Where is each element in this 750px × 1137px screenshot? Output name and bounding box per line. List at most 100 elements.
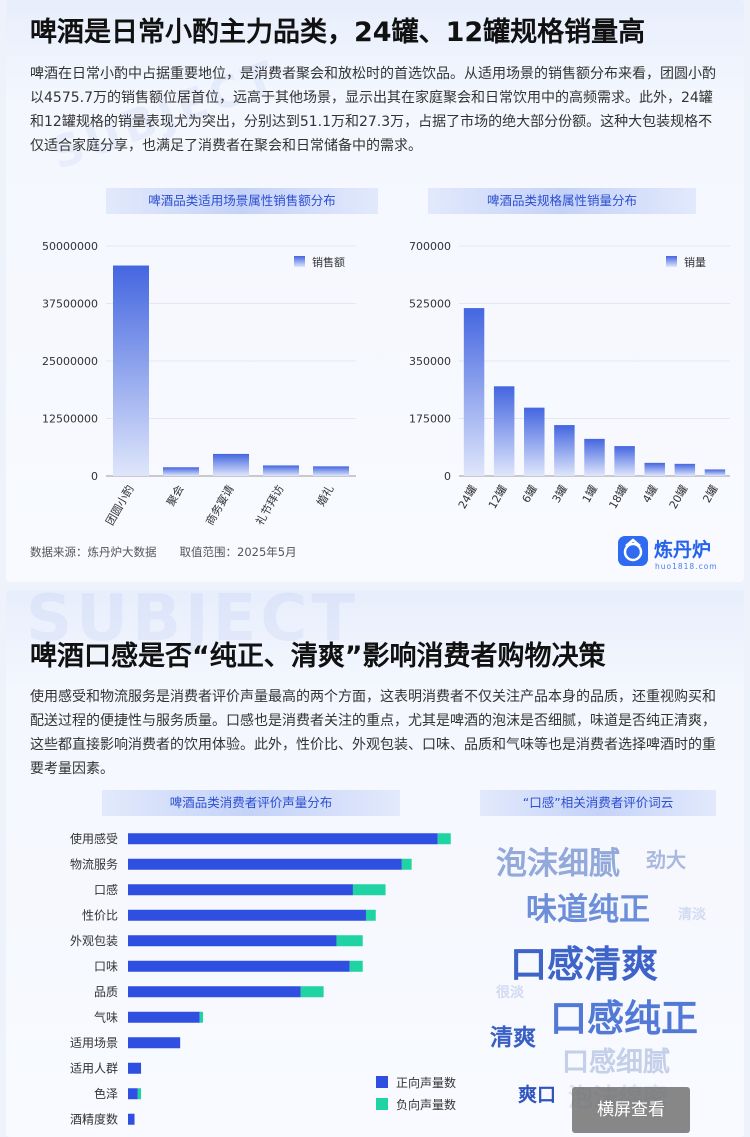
x-tick-label: 团圆小酌 (103, 483, 136, 528)
y-tick-label: 酒精度数 (70, 1111, 118, 1126)
x-tick-label: 3罐 (550, 483, 570, 505)
bar (263, 465, 299, 476)
legend-swatch (376, 1098, 388, 1110)
scene-sales-bar-chart: 0 12500000 25000000 37500000 50000000 团圆小酌 聚会商… (42, 240, 356, 528)
bar (493, 386, 515, 476)
wordcloud-term: 爽口 (518, 1084, 557, 1106)
bar (349, 960, 363, 972)
y-tick-label: 175000 (409, 413, 451, 426)
legend-label: 负向声量数 (396, 1097, 456, 1112)
bar (113, 265, 149, 476)
bar (163, 467, 199, 476)
chart-title-wordcloud: “口感”相关消费者评价词云 (480, 790, 716, 816)
bar (128, 986, 301, 998)
bar (213, 453, 249, 476)
y-tick-label: 0 (444, 470, 451, 483)
wordcloud-term: 泡沫细腻 (496, 846, 620, 882)
section-card-sales: SUBJECT 啤酒是日常小酌主力品类，24罐、12罐规格销量高 啤酒在日常小酌… (6, 0, 744, 582)
wordcloud-term: 口感细腻 (562, 1047, 670, 1078)
section-card-reviews: SUBJECT 啤酒口感是否“纯正、清爽”影响消费者购物决策 使用感受和物流服务… (6, 590, 744, 1137)
y-tick-label: 气味 (94, 1009, 118, 1024)
wordcloud-term: 味道纯正 (526, 892, 650, 928)
x-tick-label: 6罐 (520, 483, 540, 505)
y-tick-label: 色泽 (94, 1087, 118, 1101)
section-title: 啤酒是日常小酌主力品类，24罐、12罐规格销量高 (30, 17, 646, 48)
bar (128, 1113, 135, 1125)
bar (524, 407, 545, 476)
y-tick-label: 700000 (409, 240, 451, 253)
x-tick-label: 2罐 (700, 483, 720, 505)
y-tick-label: 适用人群 (70, 1061, 118, 1075)
bar (199, 1011, 203, 1023)
y-tick-label: 使用感受 (70, 831, 118, 846)
y-tick-label: 性价比 (82, 908, 118, 922)
bar (128, 884, 353, 896)
x-tick-label: 1罐 (580, 483, 600, 505)
y-tick-label: 口味 (94, 959, 118, 973)
bar (554, 425, 575, 476)
watermark: SUBJECT (26, 590, 359, 656)
bar (365, 909, 376, 921)
wordcloud-term: 口感纯正 (550, 997, 698, 1040)
y-tick-label: 525000 (409, 298, 451, 311)
legend-label: 正向声量数 (396, 1075, 456, 1090)
legend-swatch (376, 1076, 388, 1088)
y-tick-label: 350000 (409, 355, 451, 368)
section-paragraph: 使用感受和物流服务是消费者评价声量最高的两个方面，这表明消费者不仅关注产品本身的… (30, 689, 716, 777)
y-tick-label: 适用场景 (70, 1036, 118, 1050)
wordcloud-term: 清淡 (678, 907, 706, 923)
bar (300, 986, 324, 998)
bar (352, 884, 386, 896)
x-tick-label: 12罐 (486, 483, 510, 511)
y-tick-label: 0 (91, 470, 98, 483)
bar (644, 462, 665, 476)
y-tick-label: 外观包装 (70, 934, 118, 948)
bar (614, 446, 635, 476)
section-title: 啤酒口感是否“纯正、清爽”影响消费者购物决策 (30, 641, 606, 672)
legend-swatch (294, 256, 305, 267)
bar (584, 438, 605, 476)
legend-label: 销售额 (312, 255, 345, 269)
bar (313, 466, 349, 476)
bar (128, 960, 350, 972)
brand-logo-icon (618, 536, 648, 566)
bar (437, 833, 451, 845)
data-source-note: 数据来源：炼丹炉大数据 取值范围：2025年5月 (30, 545, 297, 559)
x-tick-label: 礼节拜访 (252, 483, 286, 528)
wordcloud-term: 劲大 (646, 848, 686, 872)
wordcloud-term: 清爽 (490, 1025, 536, 1051)
chart-title-review-volume: 啤酒品类消费者评价声量分布 (102, 790, 400, 816)
y-tick-label: 物流服务 (70, 856, 118, 871)
x-tick-label: 4罐 (640, 483, 660, 505)
x-tick-label: 24罐 (456, 483, 480, 511)
bar (128, 833, 438, 845)
x-tick-label: 婚礼 (313, 483, 336, 509)
legend-label: 销量 (684, 255, 706, 269)
bar (704, 469, 726, 476)
brand-logo-url: huo1818.com (655, 562, 718, 571)
y-tick-label: 50000000 (42, 240, 98, 253)
bar (463, 308, 485, 476)
bar (128, 858, 402, 870)
y-tick-label: 口感 (94, 882, 118, 897)
y-tick-label: 37500000 (42, 298, 98, 311)
x-tick-label: 20罐 (667, 483, 691, 511)
brand-logo-text: 炼丹炉 (654, 539, 712, 561)
bar (674, 463, 696, 476)
spec-volume-bar-chart: 0 175000 350000 525000 700000 24罐 12罐 6罐 3罐 1罐 18罐… (409, 240, 730, 511)
x-tick-label: 商务宴请 (202, 483, 236, 528)
y-tick-label: 12500000 (42, 413, 98, 426)
chart-title-scene-sales: 啤酒品类适用场景属性销售额分布 (106, 188, 378, 214)
landscape-view-button[interactable]: 横屏查看 (572, 1087, 690, 1133)
bar (401, 858, 412, 870)
legend-swatch (666, 256, 677, 267)
bar (128, 935, 337, 947)
y-tick-label: 品质 (94, 985, 118, 999)
wordcloud-term: 很淡 (496, 985, 524, 1001)
section-paragraph: 啤酒在日常小酌中占据重要地位，是消费者聚会和放松时的首选饮品。从适用场景的销售额… (30, 66, 716, 154)
bar (128, 1062, 142, 1074)
bar (128, 909, 366, 921)
wordcloud-term: 口感清爽 (510, 943, 658, 986)
bar (128, 1088, 138, 1100)
